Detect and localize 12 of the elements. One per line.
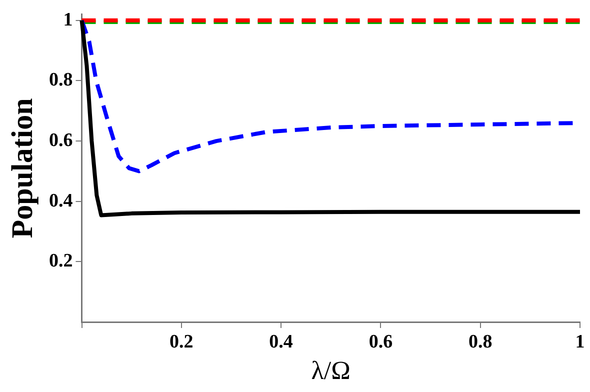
x-tick-label: 0.2 (170, 331, 194, 352)
y-tick-label: 0.8 (49, 70, 73, 91)
x-tick-label: 1 (575, 331, 585, 352)
x-tick-label: 0.6 (368, 331, 393, 352)
y-tick-label: 0.4 (49, 190, 74, 212)
x-tick-label: 0.4 (269, 331, 294, 352)
y-axis-title: Population (6, 98, 39, 238)
y-tick-label: 0.2 (49, 250, 73, 272)
y-tick-label: 0.6 (49, 130, 73, 151)
y-tick-label: 1 (63, 9, 73, 30)
x-axis-title: λ/Ω (311, 356, 350, 386)
x-tick-label: 0.8 (468, 331, 492, 352)
